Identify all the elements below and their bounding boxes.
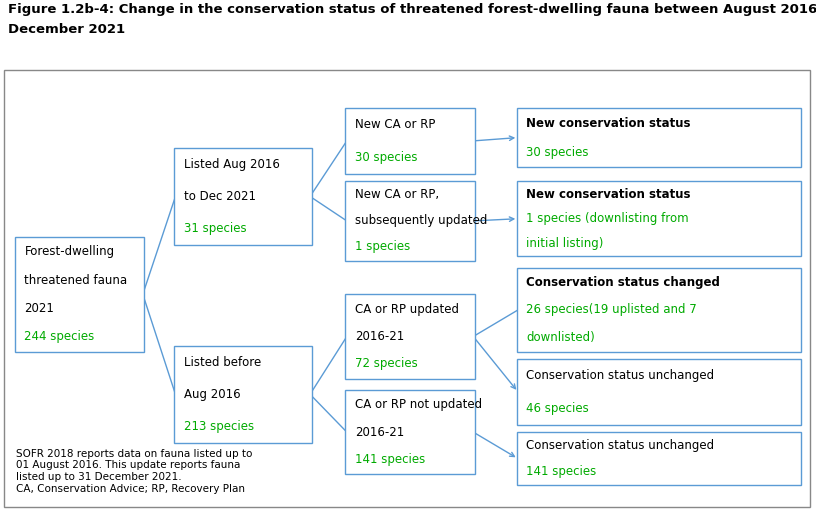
FancyBboxPatch shape	[4, 70, 810, 506]
Text: SOFR 2018 reports data on fauna listed up to
01 August 2016. This update reports: SOFR 2018 reports data on fauna listed u…	[16, 449, 253, 494]
Text: New CA or RP,: New CA or RP,	[355, 189, 439, 201]
Text: CA or RP not updated: CA or RP not updated	[355, 398, 482, 411]
Text: 244 species: 244 species	[24, 330, 95, 343]
Text: 1 species (downlisting from: 1 species (downlisting from	[526, 212, 689, 225]
Text: 26 species(19 uplisted and 7: 26 species(19 uplisted and 7	[526, 304, 697, 316]
Text: 31 species: 31 species	[184, 222, 246, 235]
Text: 2016-21: 2016-21	[355, 330, 404, 343]
Text: Aug 2016: Aug 2016	[184, 388, 240, 401]
FancyBboxPatch shape	[174, 148, 312, 245]
Text: 30 species: 30 species	[526, 146, 589, 158]
FancyBboxPatch shape	[517, 108, 801, 167]
Text: Conservation status unchanged: Conservation status unchanged	[526, 439, 715, 452]
Text: 141 species: 141 species	[526, 465, 596, 478]
Text: Conservation status unchanged: Conservation status unchanged	[526, 369, 715, 382]
Text: New conservation status: New conservation status	[526, 117, 691, 130]
Text: subsequently updated: subsequently updated	[355, 215, 487, 227]
FancyBboxPatch shape	[345, 390, 475, 474]
Text: 72 species: 72 species	[355, 357, 418, 370]
Text: 2016-21: 2016-21	[355, 426, 404, 438]
Text: 141 species: 141 species	[355, 453, 425, 466]
Text: Figure 1.2b-4: Change in the conservation status of threatened forest-dwelling f: Figure 1.2b-4: Change in the conservatio…	[8, 3, 816, 15]
Text: 1 species: 1 species	[355, 240, 410, 253]
Text: Listed before: Listed before	[184, 356, 261, 369]
Text: New conservation status: New conservation status	[526, 188, 691, 201]
Text: 30 species: 30 species	[355, 151, 418, 164]
FancyBboxPatch shape	[345, 108, 475, 174]
FancyBboxPatch shape	[517, 268, 801, 352]
FancyBboxPatch shape	[517, 181, 801, 256]
Text: 213 species: 213 species	[184, 420, 254, 433]
FancyBboxPatch shape	[174, 345, 312, 443]
FancyBboxPatch shape	[517, 359, 801, 425]
Text: Conservation status changed: Conservation status changed	[526, 276, 721, 289]
Text: 2021: 2021	[24, 302, 55, 315]
FancyBboxPatch shape	[345, 294, 475, 379]
Text: December 2021: December 2021	[8, 23, 126, 36]
FancyBboxPatch shape	[15, 237, 144, 352]
Text: Listed Aug 2016: Listed Aug 2016	[184, 158, 279, 171]
Text: CA or RP updated: CA or RP updated	[355, 303, 459, 316]
FancyBboxPatch shape	[345, 181, 475, 261]
FancyBboxPatch shape	[517, 432, 801, 485]
Text: threatened fauna: threatened fauna	[24, 273, 127, 287]
Text: to Dec 2021: to Dec 2021	[184, 190, 255, 203]
Text: New CA or RP: New CA or RP	[355, 118, 435, 131]
Text: initial listing): initial listing)	[526, 237, 604, 250]
Text: downlisted): downlisted)	[526, 331, 595, 344]
Text: 46 species: 46 species	[526, 402, 589, 415]
Text: Forest-dwelling: Forest-dwelling	[24, 245, 114, 258]
